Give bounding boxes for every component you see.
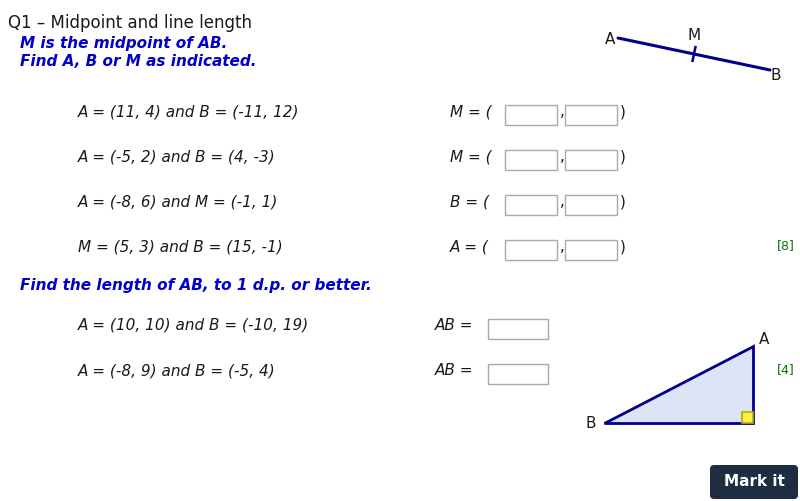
Text: B: B (586, 415, 596, 430)
Text: A = (-5, 2) and B = (4, -3): A = (-5, 2) and B = (4, -3) (78, 149, 276, 164)
Text: ,: , (560, 239, 565, 254)
Text: AB =: AB = (435, 318, 474, 333)
Text: M: M (687, 28, 701, 43)
Text: A = (-8, 6) and M = (-1, 1): A = (-8, 6) and M = (-1, 1) (78, 194, 278, 209)
Bar (488, 364, 548, 384)
Text: A: A (759, 333, 770, 348)
Text: B: B (770, 68, 782, 83)
Text: A = (11, 4) and B = (-11, 12): A = (11, 4) and B = (-11, 12) (78, 104, 299, 119)
Bar (505, 195, 557, 215)
Polygon shape (604, 346, 753, 423)
Text: A = (10, 10) and B = (-10, 19): A = (10, 10) and B = (-10, 19) (78, 318, 310, 333)
Text: M = (: M = ( (450, 149, 492, 164)
Text: ,: , (560, 149, 565, 164)
Bar (565, 105, 617, 125)
Bar (565, 150, 617, 170)
Text: AB =: AB = (435, 363, 474, 378)
Bar (505, 105, 557, 125)
Text: Mark it: Mark it (723, 474, 785, 489)
Text: [8]: [8] (777, 239, 795, 252)
Text: B = (: B = ( (450, 194, 489, 209)
Text: ): ) (620, 194, 626, 209)
Text: ): ) (620, 104, 626, 119)
Bar (742, 412, 753, 423)
Bar (565, 240, 617, 260)
Text: M = (: M = ( (450, 104, 492, 119)
Bar (565, 195, 617, 215)
Text: A: A (605, 32, 615, 47)
Text: M = (5, 3) and B = (15, -1): M = (5, 3) and B = (15, -1) (78, 239, 282, 254)
FancyBboxPatch shape (710, 465, 798, 499)
Text: ): ) (620, 239, 626, 254)
Bar (505, 240, 557, 260)
Text: M is the midpoint of AB.: M is the midpoint of AB. (20, 36, 227, 51)
Text: ,: , (560, 194, 565, 209)
Bar (488, 319, 548, 339)
Text: ,: , (560, 104, 565, 119)
Text: [4]: [4] (777, 363, 794, 376)
Text: Find the length of AB, to 1 d.p. or better.: Find the length of AB, to 1 d.p. or bett… (20, 278, 372, 293)
Bar (505, 150, 557, 170)
Text: Find A, B or M as indicated.: Find A, B or M as indicated. (20, 54, 257, 69)
Text: ): ) (620, 149, 626, 164)
Text: A = (: A = ( (450, 239, 489, 254)
Text: A = (-8, 9) and B = (-5, 4): A = (-8, 9) and B = (-5, 4) (78, 363, 276, 378)
Text: Q1 – Midpoint and line length: Q1 – Midpoint and line length (8, 14, 252, 32)
